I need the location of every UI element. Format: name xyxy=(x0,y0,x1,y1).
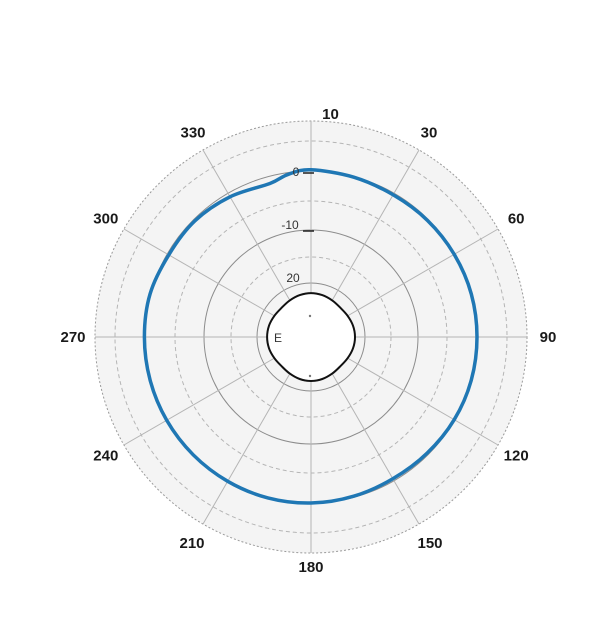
angle-tick-label: 150 xyxy=(417,535,442,552)
series-outer-line xyxy=(142,168,479,505)
radial-tick-label: 0 xyxy=(293,165,300,179)
grid-spoke xyxy=(325,362,420,525)
angle-tick-label: 330 xyxy=(180,125,205,142)
grid-spoke xyxy=(123,228,286,323)
angle-tick-label: 10 xyxy=(322,106,339,123)
center-dot xyxy=(308,374,312,378)
grid-spoke xyxy=(336,228,499,323)
series-layer xyxy=(142,168,479,505)
angle-tick-label: 30 xyxy=(421,125,438,142)
grid-spoke xyxy=(123,351,286,446)
angle-tick-label: 300 xyxy=(93,211,118,228)
grid-spoke xyxy=(325,149,420,312)
grid-spoke xyxy=(202,362,297,525)
angle-tick-label: 270 xyxy=(60,329,85,346)
inner-marker-label: E xyxy=(274,331,282,345)
grid-spoke xyxy=(202,149,297,312)
angle-tick-label: 240 xyxy=(93,448,118,465)
angle-tick-label: 90 xyxy=(540,329,557,346)
angle-tick-label: 120 xyxy=(504,448,529,465)
angle-tick-label: 180 xyxy=(298,559,323,576)
series-inner-line xyxy=(266,292,357,383)
angle-tick-label: 60 xyxy=(508,211,525,228)
center-dot xyxy=(308,314,312,318)
radial-tick-label: -10 xyxy=(281,218,299,232)
radial-tick-label: 20 xyxy=(286,271,300,285)
grid-spoke xyxy=(336,351,499,446)
angle-tick-label: 210 xyxy=(179,535,204,552)
label-layer: 10 30 60 90 120 150 180 210 240 270 300 330 0 -10 20 E xyxy=(60,106,556,576)
